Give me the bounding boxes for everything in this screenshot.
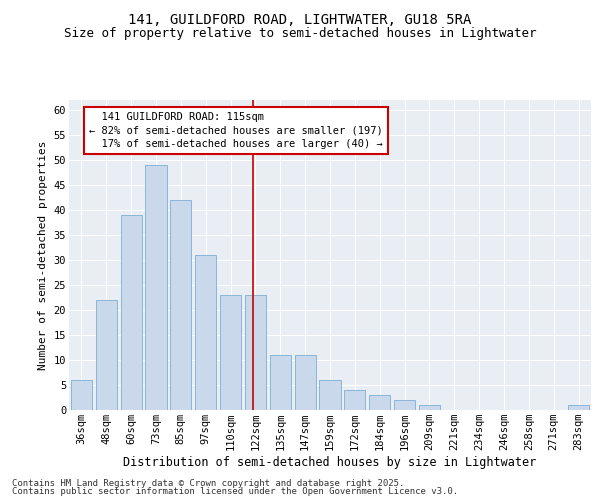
- Bar: [71, 380, 92, 410]
- Text: 141, GUILDFORD ROAD, LIGHTWATER, GU18 5RA: 141, GUILDFORD ROAD, LIGHTWATER, GU18 5R…: [128, 12, 472, 26]
- Bar: [568, 405, 589, 410]
- Bar: [295, 355, 316, 410]
- Bar: [319, 380, 341, 410]
- Bar: [96, 300, 117, 410]
- Bar: [145, 165, 167, 410]
- Text: Contains public sector information licensed under the Open Government Licence v3: Contains public sector information licen…: [12, 487, 458, 496]
- X-axis label: Distribution of semi-detached houses by size in Lightwater: Distribution of semi-detached houses by …: [124, 456, 536, 469]
- Bar: [270, 355, 291, 410]
- Bar: [369, 395, 390, 410]
- Bar: [170, 200, 191, 410]
- Y-axis label: Number of semi-detached properties: Number of semi-detached properties: [38, 140, 48, 370]
- Bar: [419, 405, 440, 410]
- Bar: [220, 295, 241, 410]
- Text: Contains HM Land Registry data © Crown copyright and database right 2025.: Contains HM Land Registry data © Crown c…: [12, 478, 404, 488]
- Text: Size of property relative to semi-detached houses in Lightwater: Size of property relative to semi-detach…: [64, 28, 536, 40]
- Bar: [245, 295, 266, 410]
- Bar: [344, 390, 365, 410]
- Bar: [195, 255, 216, 410]
- Text: 141 GUILDFORD ROAD: 115sqm
← 82% of semi-detached houses are smaller (197)
  17%: 141 GUILDFORD ROAD: 115sqm ← 82% of semi…: [89, 112, 383, 149]
- Bar: [121, 215, 142, 410]
- Bar: [394, 400, 415, 410]
